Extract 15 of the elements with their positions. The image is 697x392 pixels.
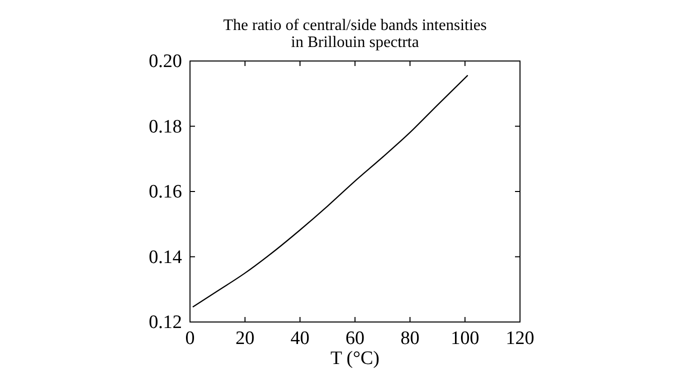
x-tick-label: 60 <box>346 328 364 349</box>
line-series <box>192 74 468 308</box>
y-tick-label: 0.16 <box>148 182 182 202</box>
chart-title: The ratio of central/side bands intensities in Brillouin spectrta <box>223 17 487 51</box>
x-tick-label: 20 <box>236 328 254 349</box>
y-tick-label: 0.20 <box>148 51 182 72</box>
x-tick-label: 80 <box>400 328 420 349</box>
x-tick-label: 100 <box>450 328 480 349</box>
y-tick-label: 0.14 <box>148 246 182 268</box>
y-tick-label: 0.12 <box>148 312 182 333</box>
y-tick-label: 0.18 <box>148 116 182 138</box>
x-axis-title: T (°C) <box>330 348 380 369</box>
x-tick-label: 120 <box>506 328 534 349</box>
x-tick-label: 40 <box>290 328 310 349</box>
x-tick-label: 0 <box>185 328 195 349</box>
